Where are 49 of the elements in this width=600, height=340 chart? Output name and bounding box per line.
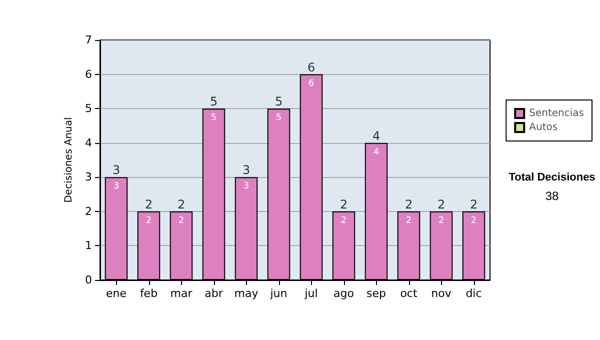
y-tick-label: 4 xyxy=(85,136,92,150)
data-label: 4 xyxy=(373,147,380,158)
x-tick-label: nov xyxy=(431,287,452,300)
data-label: 6 xyxy=(308,78,314,89)
y-tick-label: 6 xyxy=(85,68,92,81)
data-label: 2 xyxy=(470,216,477,226)
x-tick-label: ene xyxy=(106,287,127,300)
y-tick-label: 7 xyxy=(85,34,92,46)
x-tick-label: jun xyxy=(269,287,288,300)
x-tick-label: feb xyxy=(140,287,158,300)
data-label: 3 xyxy=(243,182,250,192)
total-label: 6 xyxy=(307,60,316,74)
x-tick-label: dic xyxy=(466,287,482,300)
total-label: 3 xyxy=(242,163,250,178)
x-tick-label: jul xyxy=(304,287,318,300)
data-label: 2 xyxy=(340,216,347,226)
x-tick-label: mar xyxy=(170,287,193,300)
y-tick-label: 3 xyxy=(85,170,92,184)
data-label: 2 xyxy=(146,216,152,226)
y-tick-label: 2 xyxy=(85,204,92,218)
x-tick-label: ago xyxy=(334,287,354,300)
x-tick-label: may xyxy=(234,287,259,300)
x-tick-label: oct xyxy=(400,287,418,300)
total-label: 2 xyxy=(470,197,478,212)
legend-label: Sentencias xyxy=(529,108,584,119)
y-tick-label: 0 xyxy=(85,274,92,286)
total-label: 3 xyxy=(112,163,120,178)
legend-label: Autos xyxy=(529,122,558,133)
total-label: 2 xyxy=(144,197,153,212)
total-label: 2 xyxy=(177,197,186,212)
total-label: 2 xyxy=(340,197,348,212)
data-label: 2 xyxy=(406,216,412,226)
total-label: 5 xyxy=(210,94,218,109)
total-label: 5 xyxy=(274,94,283,109)
total-label: 2 xyxy=(404,197,413,212)
data-label: 2 xyxy=(438,216,444,226)
total-label: 2 xyxy=(437,197,446,212)
text: Total Decisiones xyxy=(508,172,596,184)
text: 38 xyxy=(545,189,559,203)
x-tick-label: sep xyxy=(366,287,386,300)
data-label: 2 xyxy=(178,216,184,226)
y-axis-title: Decisiones Anual xyxy=(64,117,75,203)
data-label: 5 xyxy=(276,113,282,124)
total-label: 4 xyxy=(372,128,380,143)
data-label: 5 xyxy=(210,113,217,124)
data-label: 3 xyxy=(113,182,120,192)
x-tick-label: abr xyxy=(204,287,224,300)
y-tick-label: 1 xyxy=(85,239,92,252)
y-tick-label: 5 xyxy=(85,102,92,116)
